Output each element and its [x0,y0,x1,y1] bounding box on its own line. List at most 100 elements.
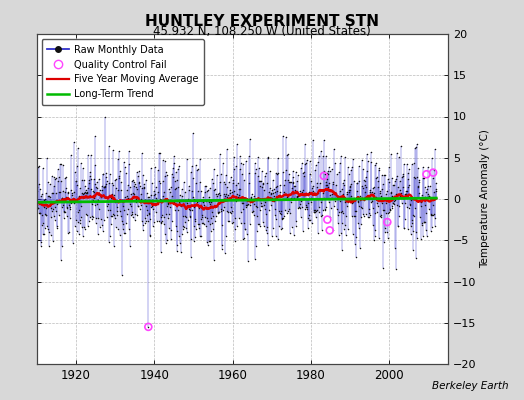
Point [303,203,311,210]
Point [174,199,183,206]
Point [129,177,138,183]
Point [401,190,410,197]
Point [113,212,122,218]
Point [202,198,210,204]
Point [208,208,216,215]
Point [132,195,140,202]
Point [421,184,429,190]
Point [244,197,252,203]
Point [423,183,432,190]
Point [68,190,76,196]
Point [174,166,183,172]
Point [200,201,208,208]
Point [318,212,326,218]
Point [113,204,121,210]
Point [356,193,364,200]
Point [378,207,387,214]
Point [276,181,284,188]
Point [65,201,73,208]
Point [82,187,90,194]
Point [128,190,137,196]
Point [91,181,100,187]
Point [187,169,195,176]
Point [319,207,327,213]
Point [154,199,162,206]
Point [54,198,62,205]
Point [405,182,413,188]
Point [399,171,407,177]
Y-axis label: Temperature Anomaly (°C): Temperature Anomaly (°C) [481,130,490,268]
Point [165,225,173,232]
Point [332,182,340,188]
Point [365,214,373,220]
Point [335,209,343,216]
Point [190,196,199,202]
Point [127,191,135,198]
Point [77,217,85,223]
Point [118,198,126,204]
Point [71,169,80,176]
Point [99,227,107,234]
Point [196,233,205,239]
Point [277,207,285,214]
Point [410,174,418,180]
Point [163,172,171,178]
Point [393,173,401,179]
Point [102,170,110,176]
Point [297,198,305,204]
Point [286,199,294,205]
Point [349,198,357,205]
Point [307,195,315,201]
Point [343,202,351,209]
Point [63,230,72,236]
Point [359,166,368,172]
Point [254,173,263,180]
Point [389,200,397,206]
Point [129,191,138,197]
Point [248,208,257,215]
Point [410,159,418,166]
Text: 45.932 N, 108.250 W (United States): 45.932 N, 108.250 W (United States) [153,25,371,38]
Point [402,187,411,194]
Point [351,241,359,248]
Point [291,183,299,190]
Point [265,196,273,202]
Point [352,254,360,260]
Point [205,194,213,200]
Point [108,195,117,201]
Point [126,242,134,249]
Point [101,113,109,120]
Point [52,208,60,214]
Point [233,190,241,197]
Point [93,200,101,207]
Point [153,218,161,224]
Point [147,165,156,172]
Point [374,203,382,209]
Point [146,233,154,239]
Point [211,186,219,192]
Point [121,194,129,200]
Point [36,210,45,216]
Point [366,199,375,206]
Point [288,184,297,191]
Point [165,186,173,192]
Point [193,220,202,227]
Point [61,189,69,195]
Point [180,224,189,230]
Point [409,228,418,234]
Point [319,195,328,202]
Point [192,162,200,168]
Point [388,203,397,210]
Point [115,148,123,154]
Point [284,177,292,183]
Point [140,184,148,191]
Point [375,235,383,242]
Point [364,214,372,221]
Point [63,205,72,212]
Point [48,190,57,196]
Point [419,233,428,239]
Point [60,208,68,215]
Point [383,188,391,194]
Point [249,212,258,218]
Point [277,226,286,232]
